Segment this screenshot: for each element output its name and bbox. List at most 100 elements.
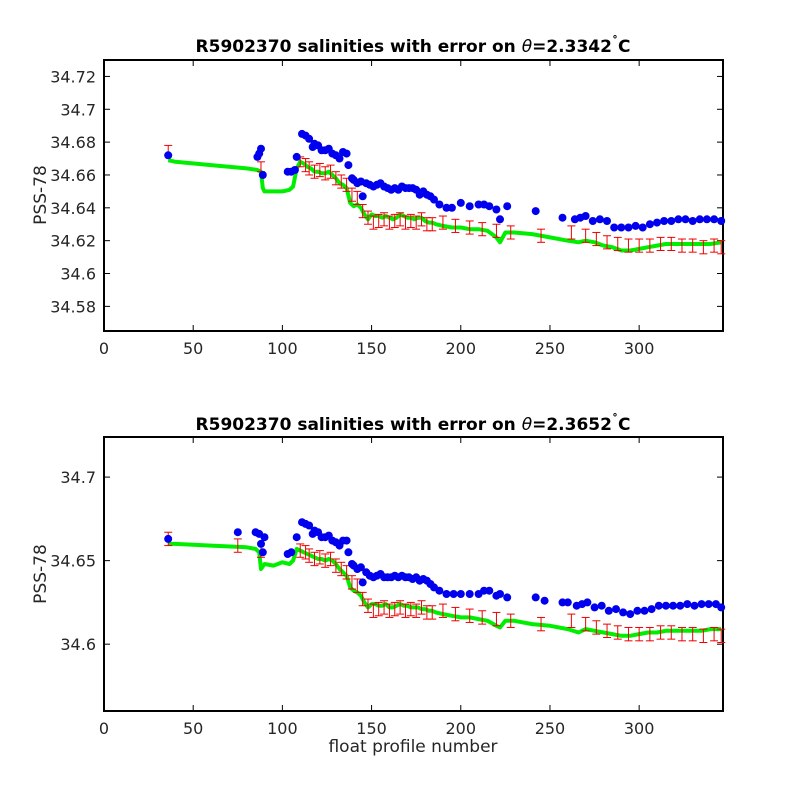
top-chart-error-bar (315, 162, 324, 178)
top-chart-float-salinity-point (588, 217, 597, 225)
top-chart-error-bar (635, 238, 644, 253)
top-chart-mapped-salinity-line (167, 158, 722, 253)
bottom-chart-error-bar (369, 603, 378, 618)
top-chart-float-salinity-point (456, 198, 465, 207)
bottom-chart-float-salinity-point (626, 610, 635, 619)
bottom-chart-x-tick-label: 100 (267, 719, 298, 738)
bottom-chart-error-bars (164, 531, 726, 643)
bottom-chart-float-salinity-point (260, 533, 269, 542)
top-chart-float-salinity-point (531, 207, 540, 216)
bottom-chart-error-bar (310, 551, 319, 567)
top-chart-float-salinity-point (447, 203, 456, 212)
top-chart-float-salinity-point (624, 223, 633, 232)
top-chart-error-bar (677, 238, 686, 253)
top-chart-mapped-salinity-series (167, 158, 722, 253)
top-chart-error-bar (390, 213, 399, 229)
bottom-chart-float-salinity-point (597, 601, 606, 610)
bottom-chart-error-bar (592, 620, 601, 635)
top-chart-title: R5902370 salinities with error on θ=2.33… (196, 34, 631, 57)
bottom-chart-error-bar (656, 625, 665, 640)
bottom-chart-float-salinity-point (717, 603, 726, 612)
top-chart-float-salinity-point (344, 161, 353, 170)
top-chart-float-salinity-point (681, 215, 690, 224)
bottom-chart-float-salinity-point (287, 548, 296, 557)
top-chart-panel: R5902370 salinities with error on θ=2.33… (31, 34, 726, 358)
bottom-chart-y-tick-label: 34.7 (60, 468, 96, 487)
bottom-chart-float-salinity-point (640, 606, 649, 615)
top-chart-float-salinity-point (305, 134, 314, 143)
top-chart-error-bar (406, 213, 415, 229)
bottom-chart-y-axis-label: PSS-78 (31, 544, 51, 604)
bottom-chart-float-salinity-point (485, 586, 494, 595)
bottom-chart-error-bar (396, 600, 405, 615)
top-chart-float-salinity-point (674, 215, 683, 224)
bottom-chart-float-salinity-point (669, 601, 678, 610)
bottom-chart-error-bar (603, 623, 612, 638)
top-chart-error-bar (537, 228, 546, 243)
top-chart-float-salinity-point (595, 215, 604, 224)
bottom-chart-float-salinity-point (697, 600, 706, 609)
bottom-chart-float-salinity-point (449, 590, 458, 598)
top-chart-x-tick-label: 250 (535, 339, 566, 358)
top-chart-y-tick-label: 34.7 (60, 100, 96, 119)
bottom-chart-error-bar (326, 551, 335, 567)
bottom-chart-title: R5902370 salinities with error on θ=2.36… (196, 412, 631, 435)
bottom-chart-error-bar (347, 575, 356, 590)
bottom-chart-float-salinity-point (583, 598, 592, 607)
top-chart-error-bar (369, 215, 378, 230)
bottom-chart-error-bar (390, 601, 399, 617)
bottom-chart-error-bar (635, 626, 644, 642)
top-chart-float-salinity-point (610, 223, 619, 232)
bottom-chart-float-salinity-point (683, 600, 692, 609)
top-chart-float-salinity-point (660, 217, 669, 225)
top-chart-error-bar (396, 212, 405, 227)
bottom-chart-error-bar (385, 603, 394, 618)
bottom-chart-float-salinity-point (496, 590, 504, 598)
top-chart-float-salinity-point (617, 223, 626, 232)
bottom-chart-error-bar (451, 606, 460, 622)
bottom-chart-float-salinity-point (604, 606, 613, 615)
top-chart-error-bar (358, 204, 367, 219)
bottom-chart-error-bar (331, 558, 340, 573)
bottom-chart-error-bar (315, 550, 324, 565)
top-chart-error-bar (603, 235, 612, 250)
top-chart-error-bar (492, 223, 501, 238)
top-chart-float-salinity-point (558, 213, 567, 222)
bottom-chart-error-bar (567, 613, 576, 628)
bottom-chart-float-salinity-point (619, 608, 628, 617)
bottom-chart-error-bar (305, 548, 314, 563)
bottom-chart-error-bar (438, 603, 447, 618)
bottom-chart-float-salinity-point (647, 605, 656, 614)
top-chart-float-salinity-point (581, 212, 590, 220)
top-chart-error-bar (717, 240, 726, 255)
bottom-chart-error-bar (337, 561, 346, 577)
top-chart-float-salinity-point (290, 166, 299, 174)
bottom-chart-error-bar (465, 608, 474, 623)
top-chart-float-salinity-point (503, 202, 512, 211)
bottom-chart-float-salinity-point (563, 598, 572, 607)
top-chart-float-salinity-point (688, 217, 697, 225)
bottom-chart-x-tick-label: 200 (445, 719, 476, 738)
bottom-chart-float-salinity-points (164, 518, 726, 619)
top-chart-error-bar (412, 215, 421, 230)
bottom-chart-float-salinity-point (258, 548, 267, 557)
top-chart-y-tick-label: 34.72 (50, 67, 96, 86)
bottom-chart-error-bar (428, 605, 437, 620)
top-chart-error-bar (364, 210, 373, 225)
top-chart-float-salinity-point (335, 154, 344, 163)
top-chart-float-salinity-point (164, 151, 173, 160)
bottom-chart-error-bar (613, 625, 622, 640)
bottom-chart-float-salinity-point (456, 590, 465, 598)
top-chart-y-tick-label: 34.58 (50, 297, 96, 316)
top-chart-error-bar (331, 171, 340, 186)
bottom-chart-float-salinity-point (342, 536, 351, 545)
top-chart-float-salinity-point (695, 215, 704, 224)
top-chart-error-bar (567, 225, 576, 240)
bottom-chart-float-salinity-point (590, 603, 599, 612)
top-chart-ticks: 0 50 100 150 200 250 300 34.58 34.6 34.62 34.64 34.… (50, 60, 723, 358)
top-chart-error-bar (688, 238, 697, 253)
top-chart-y-tick-label: 34.64 (50, 199, 96, 218)
top-chart-float-salinity-point (667, 217, 676, 225)
top-chart-error-bar (374, 213, 383, 229)
top-chart-x-tick-label: 100 (267, 339, 298, 358)
